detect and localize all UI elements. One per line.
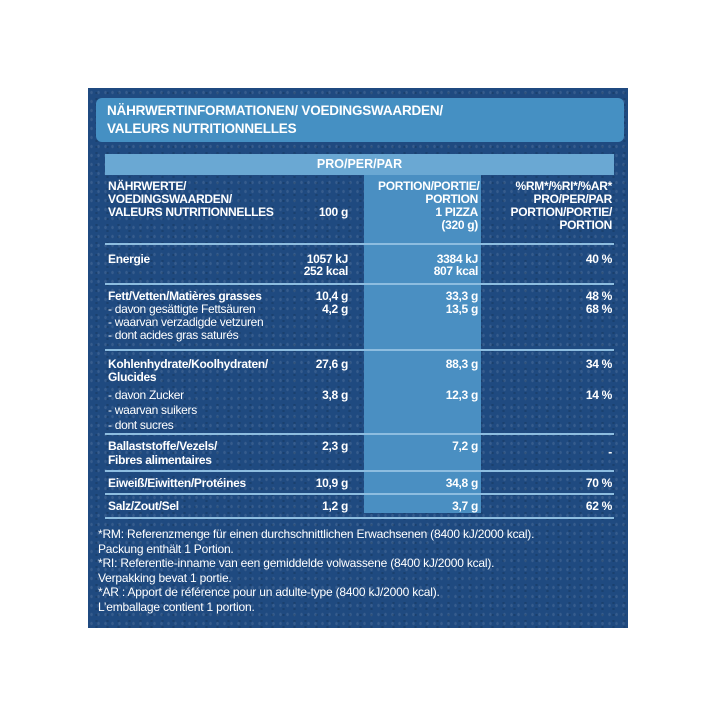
footnotes: *RM: Referenzmenge für einen durchschnit… xyxy=(98,527,623,615)
row-divider xyxy=(105,349,614,351)
portion-column-highlight xyxy=(364,175,481,513)
row-divider xyxy=(105,433,614,435)
sugar-per100: 3,8 g xyxy=(322,388,348,402)
header-ri-3: PORTION/PORTIE/ xyxy=(510,205,612,219)
energy-portion-kj: 3384 kJ xyxy=(436,252,479,266)
header-label-1: NÄHRWERTE/ xyxy=(108,179,187,193)
protein-ri: 70 % xyxy=(585,476,612,490)
salt-per100: 1,2 g xyxy=(322,499,348,513)
title-line-2: VALEURS NUTRITIONNELLES xyxy=(107,121,297,136)
row-divider xyxy=(105,283,614,285)
table-bottom-rule xyxy=(105,517,614,519)
footnote-ar: *AR : Apport de référence pour un adulte… xyxy=(98,585,440,600)
sugar-portion: 12,3 g xyxy=(445,388,479,402)
sat-label-fr: - dont acides gras saturés xyxy=(108,328,239,342)
nutrition-panel: NÄHRWERTINFORMATIONEN/ VOEDINGSWAARDEN/ … xyxy=(88,88,628,628)
sugar-label-fr: - dont sucres xyxy=(108,418,174,432)
header-per100: 100 g xyxy=(318,205,348,219)
sat-portion: 13,5 g xyxy=(445,302,479,316)
fibre-label-1: Ballaststoffe/Vezels/ xyxy=(108,439,218,453)
fat-portion: 33,3 g xyxy=(445,289,479,303)
header-portion-1: PORTION/PORTIE/ xyxy=(378,179,480,193)
title-line-1: NÄHRWERTINFORMATIONEN/ VOEDINGSWAARDEN/ xyxy=(107,103,443,118)
header-label-2: VOEDINGSWAARDEN/ xyxy=(108,192,232,206)
footnote-ri-pack: Verpakking bevat 1 portie. xyxy=(98,570,232,585)
carbs-per100: 27,6 g xyxy=(315,357,349,371)
protein-portion: 34,8 g xyxy=(445,476,479,490)
salt-portion: 3,7 g xyxy=(452,499,478,513)
protein-label: Eiweiß/Eiwitten/Protéines xyxy=(108,476,246,490)
carbs-portion: 88,3 g xyxy=(445,357,479,371)
energy-ri: 40 % xyxy=(585,252,612,266)
energy-portion-kcal: 807 kcal xyxy=(433,264,479,278)
energy-per100-kcal: 252 kcal xyxy=(303,264,349,278)
sat-label-de: - davon gesättigte Fettsäuren xyxy=(108,302,256,316)
fat-label: Fett/Vetten/Matières grasses xyxy=(108,289,262,303)
carbs-label-2: Glucides xyxy=(108,370,157,384)
title-banner: NÄHRWERTINFORMATIONEN/ VOEDINGSWAARDEN/ … xyxy=(96,98,624,142)
header-portion-3: 1 PIZZA xyxy=(435,205,478,219)
sat-per100: 4,2 g xyxy=(322,302,348,316)
header-ri-4: PORTION xyxy=(559,218,612,232)
row-divider xyxy=(105,470,614,472)
per-label-bar: PRO/PER/PAR xyxy=(105,154,614,175)
carbs-ri: 34 % xyxy=(585,357,612,371)
header-label-3: VALEURS NUTRITIONNELLES xyxy=(108,205,274,219)
carbs-label-1: Kohlenhydrate/Koolhydraten/ xyxy=(108,357,268,371)
fat-per100: 10,4 g xyxy=(315,289,349,303)
salt-ri: 62 % xyxy=(585,499,612,513)
energy-label: Energie xyxy=(108,252,150,266)
fibre-ri: - xyxy=(608,445,612,459)
sugar-ri: 14 % xyxy=(585,388,612,402)
protein-per100: 10,9 g xyxy=(315,476,349,490)
header-ri-1: %RM*/%RI*/%AR* xyxy=(515,179,613,193)
fibre-label-2: Fibres alimentaires xyxy=(108,453,212,467)
header-portion-4: (320 g) xyxy=(441,218,478,232)
sat-ri: 68 % xyxy=(585,302,612,316)
energy-per100-kj: 1057 kJ xyxy=(306,252,349,266)
row-divider xyxy=(105,493,614,495)
sat-label-nl: - waarvan verzadigde vetzuren xyxy=(108,315,264,329)
fat-ri: 48 % xyxy=(585,289,612,303)
row-divider xyxy=(105,243,614,245)
footnote-rm: *RM: Referenzmenge für einen durchschnit… xyxy=(98,527,535,541)
footnote-ri: *RI: Referentie-inname van een gemiddeld… xyxy=(98,556,495,571)
sugar-label-nl: - waarvan suikers xyxy=(108,403,197,417)
sugar-label-de: - davon Zucker xyxy=(108,388,184,402)
salt-label: Salz/Zout/Sel xyxy=(108,499,179,513)
footnote-rm-pack: Packung enthält 1 Portion. xyxy=(98,541,234,556)
header-ri-2: PRO/PER/PAR xyxy=(533,192,613,206)
fibre-portion: 7,2 g xyxy=(452,439,478,453)
header-portion-2: PORTION xyxy=(425,192,478,206)
footnote-ar-pack: L’emballage contient 1 portion. xyxy=(98,599,255,614)
panel-texture xyxy=(88,88,628,628)
fibre-per100: 2,3 g xyxy=(322,439,348,453)
